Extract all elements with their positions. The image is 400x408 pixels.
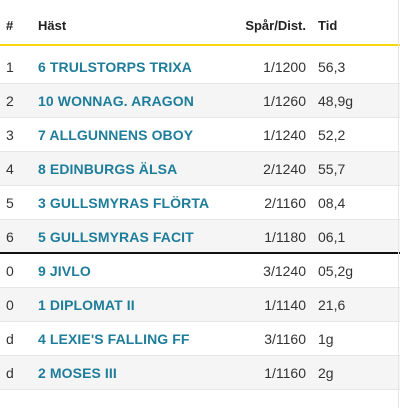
- row-time: 1g: [318, 331, 334, 347]
- row-time: 06,1: [318, 229, 346, 245]
- row-track-distance: 1/1180: [264, 229, 306, 245]
- table-row: 4 8 EDINBURGS ÄLSA 2/1240 55,7: [0, 152, 400, 186]
- row-track-distance: 1/1140: [264, 297, 306, 313]
- horse-link[interactable]: 10 WONNAG. ARAGON: [38, 93, 194, 109]
- horse-link[interactable]: 2 MOSES III: [38, 365, 117, 381]
- row-track-distance: 2/1160: [264, 195, 306, 211]
- horse-link[interactable]: 9 JIVLO: [38, 263, 91, 279]
- table-row: 2 10 WONNAG. ARAGON 1/1260 48,9g: [0, 84, 400, 118]
- header-horse: Häst: [38, 18, 67, 33]
- header-time: Tid: [318, 18, 338, 33]
- table-row: d 2 MOSES III 1/1160 2g: [0, 356, 400, 390]
- row-position: d: [6, 365, 14, 381]
- row-track-distance: 1/1200: [263, 59, 306, 75]
- row-position: 2: [6, 93, 14, 109]
- row-time: 2g: [318, 365, 334, 381]
- table-row: 5 3 GULLSMYRAS FLÖRTA 2/1160 08,4: [0, 186, 400, 220]
- table-header: # Häst Spår/Dist. Tid: [0, 0, 400, 46]
- row-position: 1: [6, 59, 14, 75]
- horse-link[interactable]: 3 GULLSMYRAS FLÖRTA: [38, 195, 210, 211]
- table-row: 1 6 TRULSTORPS TRIXA 1/1200 56,3: [0, 50, 400, 84]
- table-row: 3 7 ALLGUNNENS OBOY 1/1240 52,2: [0, 118, 400, 152]
- row-time: 05,2g: [318, 263, 354, 279]
- row-position: 5: [6, 195, 14, 211]
- horse-link[interactable]: 7 ALLGUNNENS OBOY: [38, 127, 194, 143]
- row-track-distance: 3/1240: [263, 263, 306, 279]
- table-row: 0 1 DIPLOMAT II 1/1140 21,6: [0, 288, 400, 322]
- header-position: #: [6, 18, 14, 33]
- header-track-distance: Spår/Dist.: [245, 18, 306, 33]
- row-time: 21,6: [318, 297, 346, 313]
- row-track-distance: 1/1260: [263, 93, 306, 109]
- row-track-distance: 1/1240: [263, 127, 306, 143]
- table-row: 6 5 GULLSMYRAS FACIT 1/1180 06,1: [0, 220, 400, 254]
- row-position: 6: [6, 229, 14, 245]
- table-body: 1 6 TRULSTORPS TRIXA 1/1200 56,3 2 10 WO…: [0, 50, 400, 390]
- row-position: 0: [6, 297, 14, 313]
- horse-link[interactable]: 5 GULLSMYRAS FACIT: [38, 229, 194, 245]
- row-time: 08,4: [318, 195, 346, 211]
- horse-link[interactable]: 8 EDINBURGS ÄLSA: [38, 161, 178, 177]
- row-track-distance: 2/1240: [263, 161, 306, 177]
- row-track-distance: 1/1160: [264, 365, 306, 381]
- row-position: 4: [6, 161, 14, 177]
- row-time: 55,7: [318, 161, 346, 177]
- table-row: 0 9 JIVLO 3/1240 05,2g: [0, 254, 400, 288]
- horse-link[interactable]: 1 DIPLOMAT II: [38, 297, 135, 313]
- row-time: 48,9g: [318, 93, 354, 109]
- horse-link[interactable]: 6 TRULSTORPS TRIXA: [38, 59, 193, 75]
- row-time: 52,2: [318, 127, 346, 143]
- row-time: 56,3: [318, 59, 346, 75]
- right-border: [398, 0, 399, 408]
- row-position: 0: [6, 263, 14, 279]
- horse-link[interactable]: 4 LEXIE'S FALLING FF: [38, 331, 190, 347]
- row-position: 3: [6, 127, 14, 143]
- table-row: d 4 LEXIE'S FALLING FF 3/1160 1g: [0, 322, 400, 356]
- row-position: d: [6, 331, 14, 347]
- row-track-distance: 3/1160: [264, 331, 306, 347]
